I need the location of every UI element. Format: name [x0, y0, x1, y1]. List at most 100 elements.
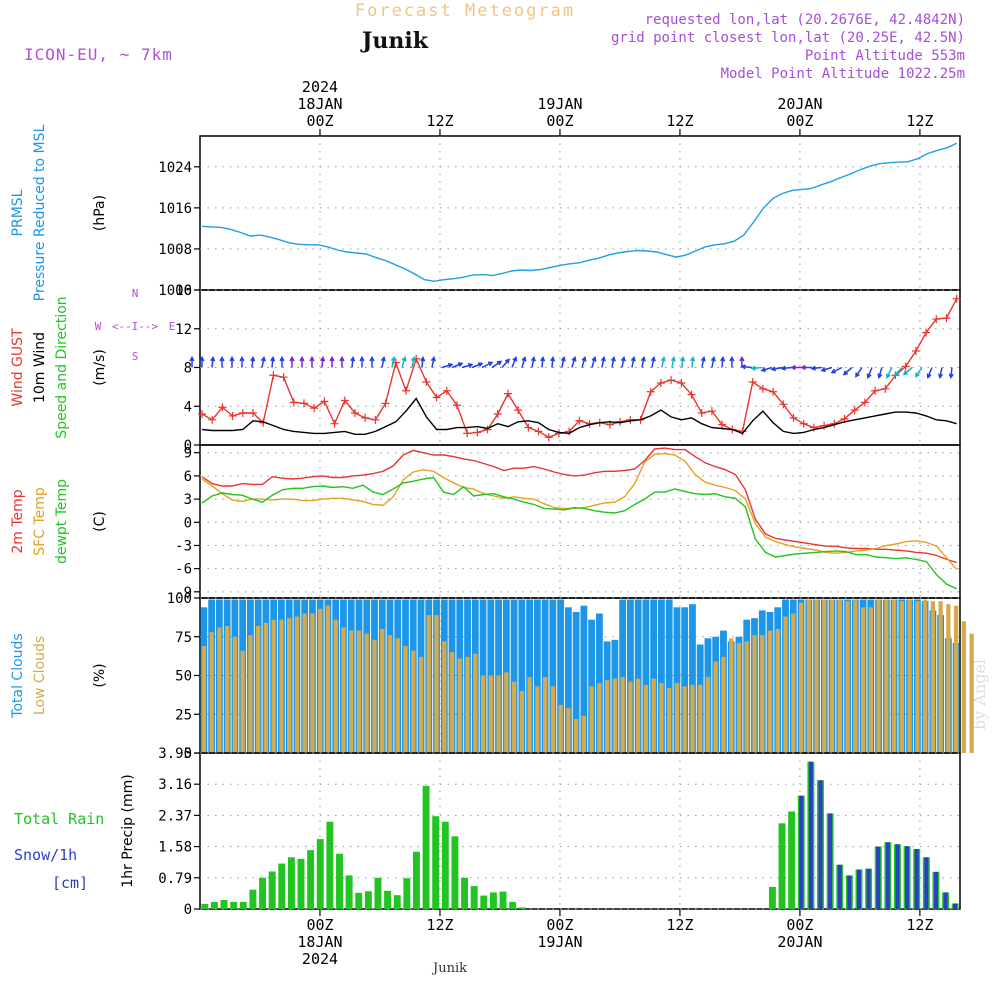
y-tick-label: 1.58	[158, 840, 192, 856]
wind-arrow-head	[369, 355, 375, 362]
bar-low-clouds	[302, 613, 307, 753]
gust-marker	[514, 406, 523, 415]
unit-clouds: (%)	[92, 663, 108, 687]
bar-total-rain	[355, 892, 363, 909]
bar-low-clouds	[325, 605, 331, 753]
bar-snow-1h	[866, 868, 871, 909]
wind-arrow-shaft	[631, 357, 635, 368]
wind-arrow-head	[926, 373, 932, 379]
bar-low-clouds	[496, 675, 501, 753]
panel-frame	[199, 752, 961, 910]
wind-arrow-shaft	[401, 357, 406, 368]
wind-arrow-shaft	[831, 366, 843, 374]
y-tick-label: 3.16	[158, 777, 192, 793]
wind-arrow-head	[430, 355, 436, 362]
wind-arrow-shaft	[611, 357, 615, 368]
bar-total-rain	[345, 875, 353, 909]
y-tick-label: 50	[175, 669, 192, 685]
wind-arrow-head	[770, 366, 776, 372]
bar-low-clouds	[356, 630, 362, 753]
bar-low-clouds	[930, 601, 935, 753]
wind-arrow-shaft	[591, 357, 596, 368]
time-label-bottom: 12Z	[906, 916, 933, 934]
bar-low-clouds	[736, 642, 742, 753]
bar-low-clouds	[511, 681, 517, 753]
gust-marker	[575, 416, 584, 425]
panel-pressure: 1000 1008 1016 1024	[158, 135, 961, 299]
gust-marker	[677, 379, 686, 387]
bar-low-clouds	[891, 599, 897, 753]
gust-marker	[932, 315, 941, 324]
bar-total-rain	[403, 878, 411, 909]
bar-snow-1h	[905, 846, 910, 909]
gust-marker	[381, 399, 390, 408]
y-tick-label: 1024	[158, 160, 192, 176]
bar-low-clouds	[333, 619, 338, 753]
bar-snow-1h	[847, 875, 852, 909]
bar-low-clouds	[449, 652, 455, 753]
bar-low-clouds	[938, 601, 943, 753]
time-label-top: 19JAN	[537, 95, 582, 113]
wind-arrow-shaft	[711, 357, 715, 368]
wind-arrow-shaft	[421, 357, 424, 368]
gust-marker	[208, 415, 217, 424]
time-label-bottom: 20JAN	[777, 933, 822, 951]
bar-total-rain	[393, 895, 401, 909]
y-tick-label: 9	[184, 446, 192, 462]
grid-point-coords: grid point closest lon,lat (20.25E, 42.5…	[611, 30, 965, 46]
wind-arrow-shaft	[271, 357, 274, 368]
bar-low-clouds	[256, 625, 261, 753]
gust-marker	[758, 384, 767, 393]
wind-arrow-head	[210, 355, 216, 362]
gust-marker	[881, 384, 890, 393]
bar-low-clouds	[605, 680, 610, 753]
bar-low-clouds	[620, 677, 625, 753]
wind-arrow-head	[299, 355, 305, 362]
bar-low-clouds	[806, 599, 811, 753]
wind-arrow-shaft	[741, 365, 753, 369]
gust-marker	[707, 407, 716, 416]
wind-arrow-head	[780, 365, 786, 371]
wind-arrow-head	[810, 365, 816, 371]
wind-arrow-shaft	[501, 359, 510, 368]
wind-arrow-shaft	[855, 367, 863, 377]
point-altitude: Point Altitude 553m	[805, 48, 965, 64]
time-label-top: 00Z	[546, 112, 573, 130]
wind-arrow-shaft	[491, 360, 502, 369]
gust-marker	[371, 415, 380, 424]
wind-arrow-head	[591, 356, 597, 362]
bar-total-rain	[210, 901, 218, 909]
time-label-top: 12Z	[426, 112, 453, 130]
wind-arrow-shaft	[681, 357, 684, 368]
bar-low-clouds	[364, 633, 369, 753]
bar-low-clouds	[853, 599, 858, 753]
wind-arrow-head	[790, 364, 796, 371]
bar-snow-1h	[953, 903, 958, 909]
wind-arrow-head	[866, 373, 872, 379]
bar-low-clouds	[473, 653, 478, 753]
gust-marker	[687, 390, 696, 399]
gust-marker	[667, 376, 676, 385]
y-tick-label: 0.79	[158, 871, 192, 887]
gust-marker	[952, 294, 961, 303]
wind-arrow-shaft	[903, 366, 913, 376]
wind-arrow-head	[229, 355, 235, 362]
wind-arrow-shaft	[651, 357, 655, 368]
wind-arrow-head	[710, 355, 716, 362]
wind-arrow-head	[279, 355, 285, 362]
bar-low-clouds	[884, 599, 889, 753]
legend-snow-unit: [cm]	[52, 874, 88, 892]
bar-low-clouds	[721, 656, 726, 753]
gust-marker	[218, 403, 227, 412]
gust-marker	[769, 387, 778, 396]
wind-arrow-head	[477, 362, 484, 368]
wind-arrow-shaft	[541, 357, 544, 368]
gust-marker	[361, 413, 370, 422]
wind-arrow-shaft	[894, 367, 903, 376]
bar-snow-1h	[914, 848, 919, 909]
gust-marker	[544, 433, 553, 442]
bar-low-clouds	[519, 691, 524, 753]
gust-marker	[789, 413, 798, 422]
wind-arrow-head	[690, 355, 696, 362]
ylabel-temperature-2: dewpt Temp	[54, 479, 70, 564]
